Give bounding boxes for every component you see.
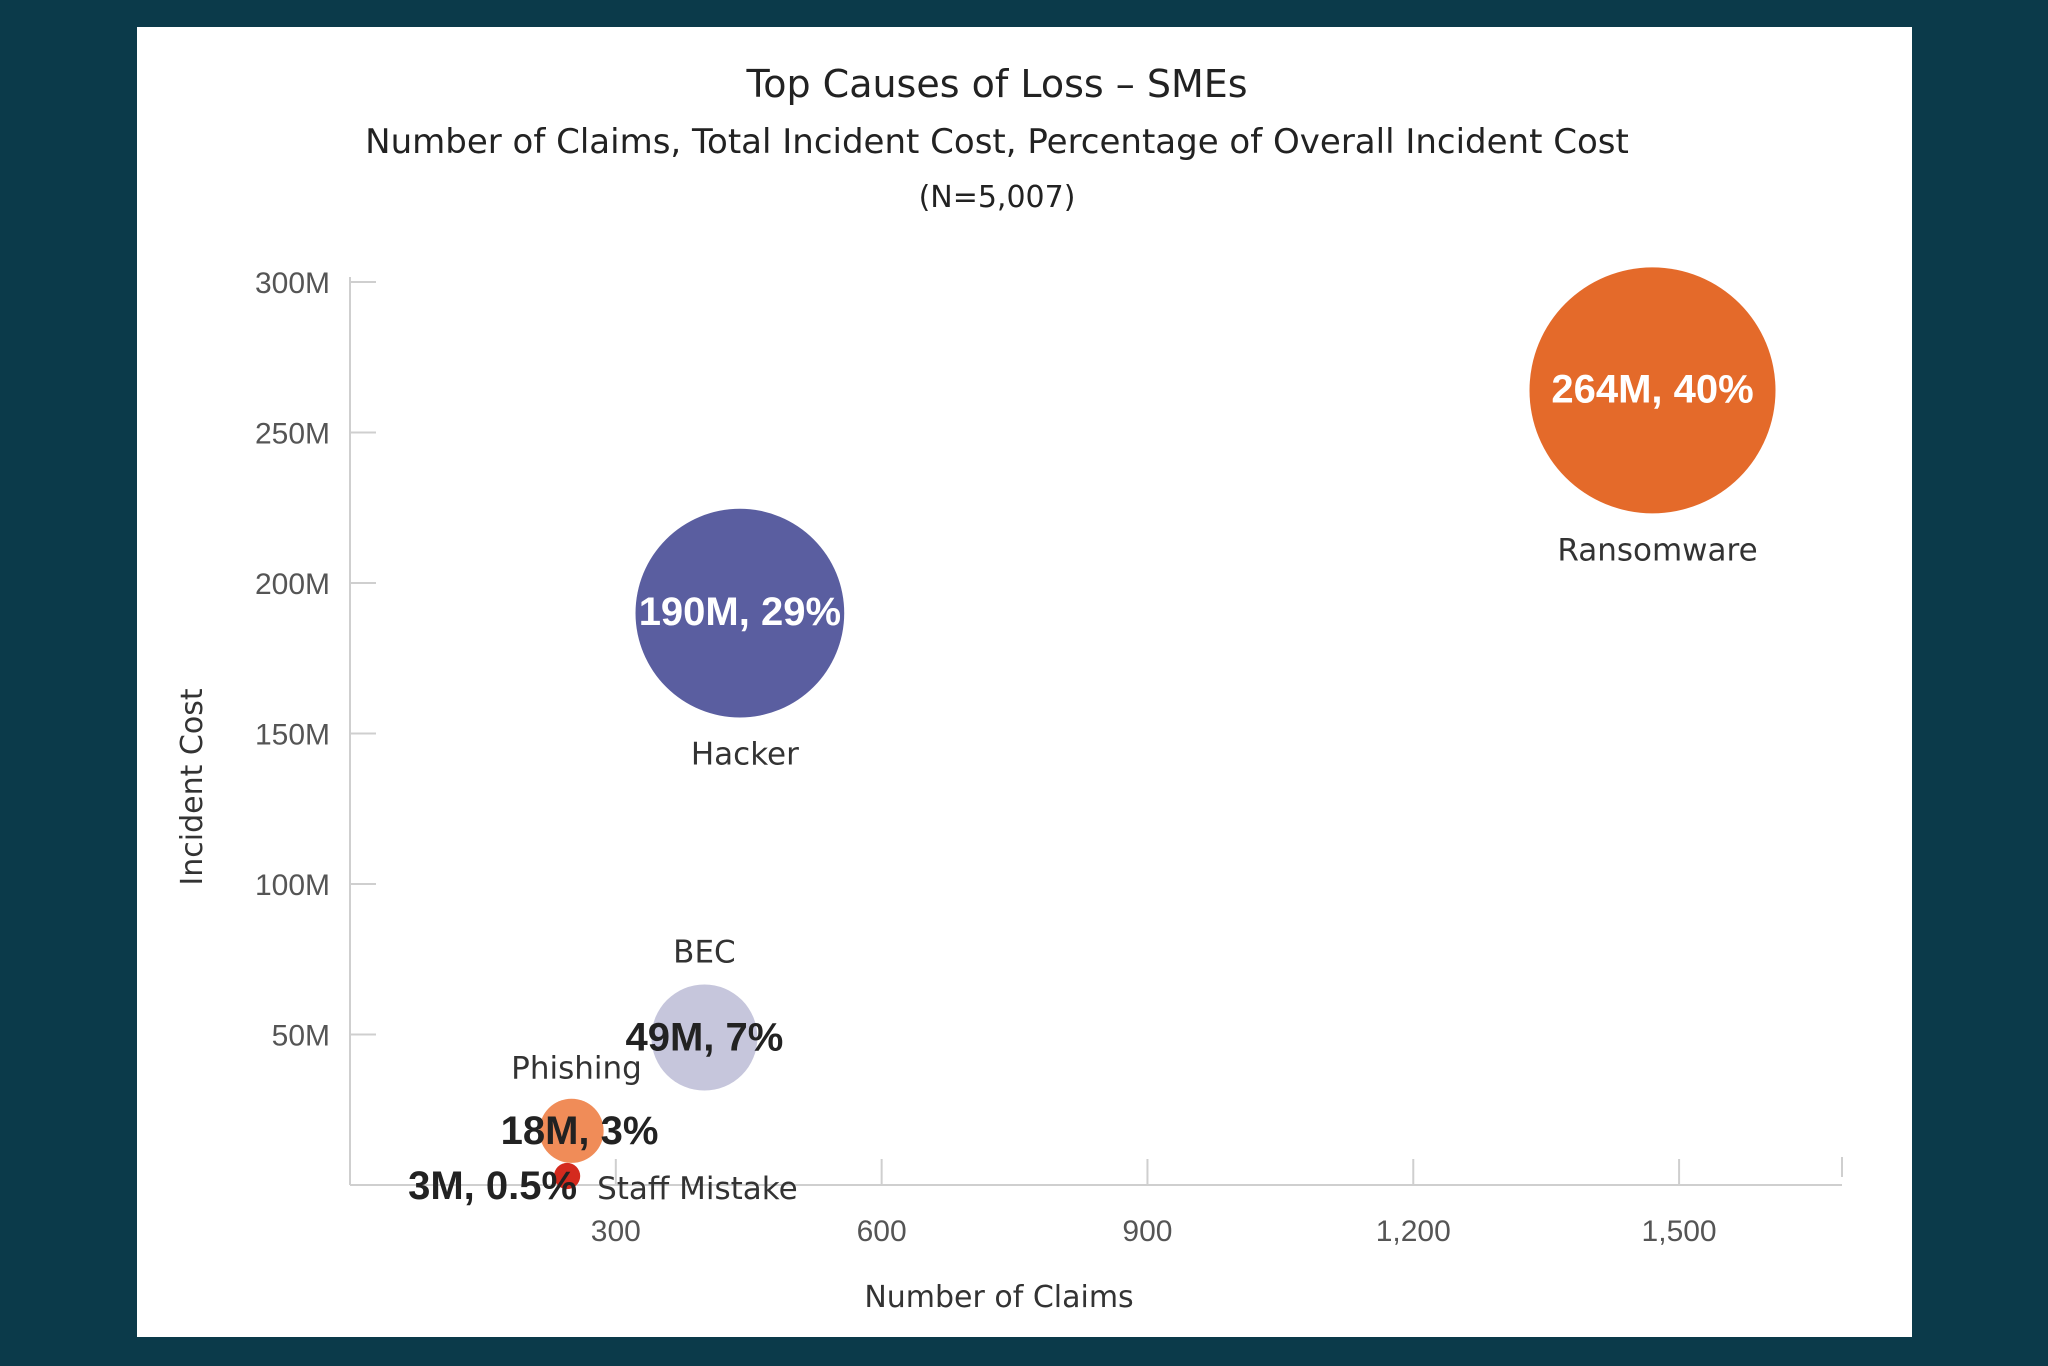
y-tick-label: 300M [255,267,330,300]
y-tick-label: 150M [255,719,330,752]
axes: 50M 100M 150M 200M 250M 300M 300 600 900 1,200 1,5… [255,267,1843,1248]
y-tick-label: 100M [255,869,330,902]
y-tick-label: 250M [255,418,330,451]
x-tick-label: 1,200 [1376,1215,1451,1248]
chart-card: Top Causes of Loss – SMEs Number of Clai… [137,27,1912,1337]
bubble-value-label: 3M, 0.5% [408,1164,577,1208]
y-tick-label: 50M [272,1020,330,1053]
chart-note: (N=5,007) [919,180,1076,215]
bubble-category-label: Hacker [691,736,799,772]
chart-title: Top Causes of Loss – SMEs [745,62,1247,106]
bubbles: 264M, 40% Ransomware 190M, 29% Hacker 49M, 7… [408,267,1776,1208]
bubble-value-label: 190M, 29% [639,590,841,634]
bubble-category-label: Staff Mistake [597,1171,798,1207]
x-tick-label: 1,500 [1642,1215,1717,1248]
x-tick-label: 900 [1122,1215,1172,1248]
x-tick-label: 600 [857,1215,907,1248]
bubble-value-label: 18M, 3% [501,1109,659,1153]
chart-subtitle: Number of Claims, Total Incident Cost, P… [365,122,1629,162]
bubble-hacker [635,508,845,718]
bubble-staff-mistake [553,1162,581,1190]
bubble-value-label: 264M, 40% [1551,367,1753,411]
bubble-category-label: BEC [673,935,736,971]
bubble-category-label: Phishing [511,1051,642,1087]
bubble-ransomware [1529,267,1776,514]
bubble-bec [651,984,758,1091]
y-tick-label: 200M [255,568,330,601]
bubble-phishing [539,1098,604,1163]
bubble-value-label: 49M, 7% [625,1016,783,1060]
x-tick-label: 300 [591,1215,641,1248]
y-axis-label: Incident Cost [175,688,210,885]
bubble-chart: Top Causes of Loss – SMEs Number of Clai… [175,62,1843,1315]
x-axis-label: Number of Claims [864,1280,1133,1315]
bubble-category-label: Ransomware [1557,532,1757,568]
